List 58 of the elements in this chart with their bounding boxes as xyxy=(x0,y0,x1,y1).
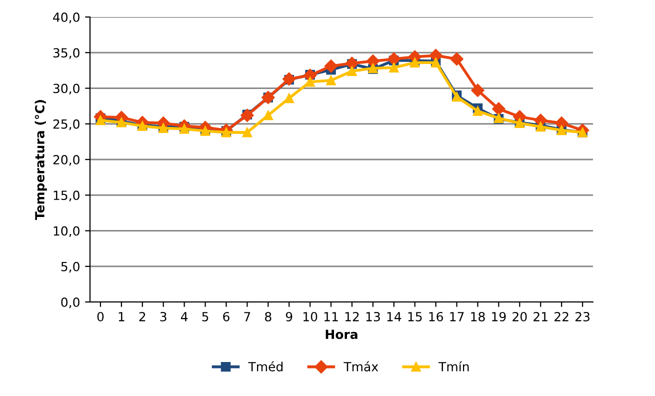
y-tick-label: 40,0 xyxy=(53,12,80,24)
y-axis-title: Temperatura (°C) xyxy=(34,100,47,220)
point xyxy=(326,76,336,86)
point xyxy=(450,52,464,66)
x-tick-label: 13 xyxy=(366,312,380,322)
x-tick-label: 17 xyxy=(450,312,464,322)
point xyxy=(389,62,399,72)
point xyxy=(284,93,294,104)
x-tick-label: 16 xyxy=(429,312,443,322)
x-tick-label: 19 xyxy=(492,312,506,322)
x-tick-label: 12 xyxy=(345,312,359,322)
y-tick-label: 30,0 xyxy=(53,84,80,94)
point xyxy=(366,54,380,68)
legend-label: Tméd xyxy=(248,361,283,372)
point xyxy=(324,60,338,73)
x-tick-label: 15 xyxy=(408,312,422,322)
y-tick-label: 0,0 xyxy=(61,297,80,308)
point xyxy=(387,52,400,66)
point xyxy=(554,116,568,130)
legend-label: Tmáx xyxy=(344,361,378,372)
x-tick-label: 14 xyxy=(387,312,402,322)
x-tick-label: 10 xyxy=(303,312,318,322)
point xyxy=(240,108,254,122)
point xyxy=(347,66,357,76)
x-tick-label: 3 xyxy=(160,312,166,322)
x-axis-title: Hora xyxy=(326,330,358,340)
point xyxy=(242,128,252,138)
x-tick-label: 9 xyxy=(286,312,292,322)
y-tick-label: 25,0 xyxy=(53,119,80,130)
legend-label: Tmín xyxy=(438,361,469,372)
x-tick-label: 5 xyxy=(202,312,208,322)
y-tick-label: 10,0 xyxy=(54,226,80,237)
x-tick-label: 2 xyxy=(139,312,146,322)
y-tick-label: 20,0 xyxy=(53,154,80,166)
x-tick-label: 4 xyxy=(180,312,188,322)
y-tick-label: 15,0 xyxy=(54,190,80,202)
x-tick-label: 0 xyxy=(97,312,104,322)
x-tick-label: 1 xyxy=(118,312,124,322)
x-tick-label: 22 xyxy=(554,312,568,322)
y-tick-label: 5,0 xyxy=(61,262,80,273)
x-tick-label: 6 xyxy=(223,312,230,322)
point xyxy=(179,124,190,134)
y-tick-label: 35,0 xyxy=(53,48,80,59)
point xyxy=(472,106,483,116)
x-tick-label: 21 xyxy=(534,312,548,322)
x-tick-label: 11 xyxy=(324,312,338,322)
point xyxy=(305,76,315,87)
point xyxy=(429,48,442,62)
x-tick-label: 7 xyxy=(244,312,250,322)
point xyxy=(471,84,484,97)
x-tick-label: 20 xyxy=(512,312,527,322)
point xyxy=(345,56,359,70)
point xyxy=(263,110,274,120)
point xyxy=(282,72,296,86)
x-tick-label: 23 xyxy=(575,312,590,322)
point xyxy=(492,102,506,116)
x-tick-label: 18 xyxy=(471,312,485,322)
x-tick-label: 8 xyxy=(265,312,272,322)
